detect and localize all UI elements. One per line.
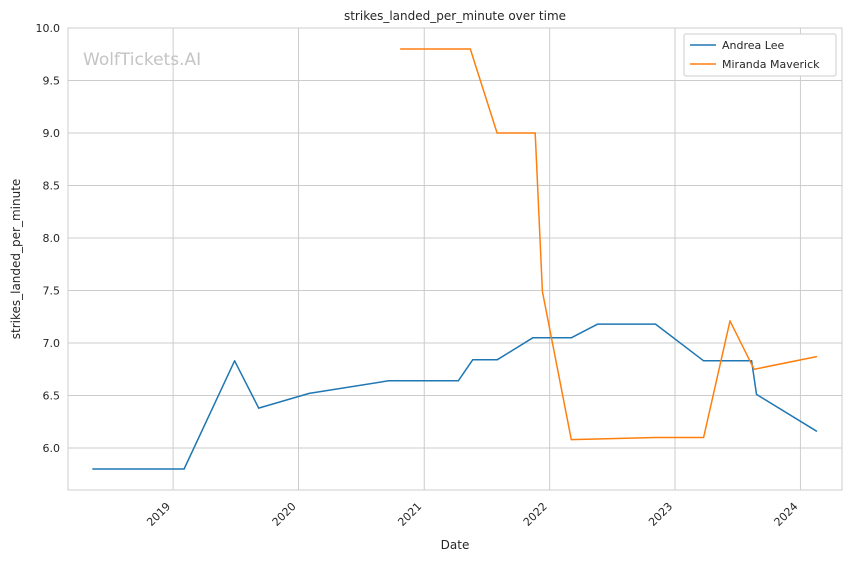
data-point <box>816 430 818 432</box>
data-point <box>703 360 705 362</box>
x-tick-label: 2024 <box>772 500 801 529</box>
legend: Andrea Lee Miranda Maverick <box>683 33 837 77</box>
data-point <box>755 393 758 395</box>
y-tick-label: 8.5 <box>43 180 61 193</box>
data-point <box>399 48 402 50</box>
x-tick-label: 2023 <box>646 500 675 529</box>
data-point <box>570 337 572 339</box>
data-point <box>703 436 705 439</box>
data-point <box>570 439 572 441</box>
x-axis-ticks: 2019 2020 2021 2022 2023 2024 <box>144 500 800 529</box>
y-tick-label: 9.5 <box>43 75 61 88</box>
data-point <box>816 356 818 358</box>
data-point <box>532 337 534 339</box>
data-point <box>258 407 260 409</box>
watermark: WolfTickets.AI <box>83 50 201 70</box>
data-point <box>308 392 310 394</box>
grid <box>68 27 842 490</box>
series-lines <box>92 48 818 470</box>
y-axis-ticks: 6.0 6.5 7.0 7.5 8.0 8.5 9.0 9.5 10.0 <box>36 22 61 455</box>
data-point <box>472 359 474 361</box>
data-point <box>729 320 731 322</box>
x-axis-label: Date <box>441 538 470 552</box>
data-point <box>469 48 471 50</box>
x-tick-label: 2021 <box>395 500 424 529</box>
x-tick-label: 2019 <box>144 500 173 529</box>
data-point <box>496 359 498 361</box>
data-point <box>92 468 94 470</box>
y-tick-label: 6.0 <box>43 442 61 455</box>
plot-area <box>67 27 843 491</box>
data-point <box>234 360 236 362</box>
legend-box <box>683 33 837 77</box>
data-point <box>654 436 657 439</box>
y-tick-label: 10.0 <box>36 22 61 35</box>
data-point <box>457 380 459 382</box>
series-line <box>92 323 817 470</box>
x-tick-label: 2020 <box>270 500 299 529</box>
y-tick-label: 9.0 <box>43 127 61 140</box>
chart-title: strikes_landed_per_minute over time <box>344 9 566 23</box>
y-tick-label: 8.0 <box>43 232 61 245</box>
legend-label: Miranda Maverick <box>722 58 820 71</box>
data-point <box>753 368 755 370</box>
data-point <box>541 290 544 293</box>
legend-label: Andrea Lee <box>722 39 784 52</box>
data-point <box>751 360 753 362</box>
y-axis-label: strikes_landed_per_minute <box>9 179 23 340</box>
data-point <box>183 468 185 470</box>
x-tick-label: 2022 <box>521 500 550 529</box>
y-tick-label: 6.5 <box>43 390 61 403</box>
data-point <box>534 132 536 134</box>
data-point <box>654 323 657 325</box>
y-tick-label: 7.0 <box>43 337 61 350</box>
y-tick-label: 7.5 <box>43 285 61 298</box>
data-point <box>597 323 599 325</box>
data-point <box>387 380 390 382</box>
data-point <box>496 132 498 134</box>
